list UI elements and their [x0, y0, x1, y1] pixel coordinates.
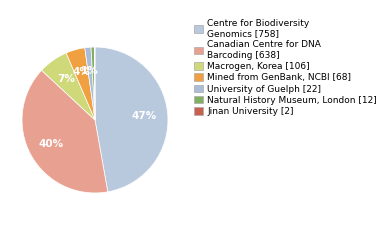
Wedge shape [95, 47, 168, 192]
Wedge shape [22, 70, 108, 193]
Text: 4%: 4% [73, 67, 90, 77]
Text: 1%: 1% [81, 66, 99, 76]
Wedge shape [91, 47, 95, 120]
Wedge shape [66, 48, 95, 120]
Wedge shape [94, 47, 95, 120]
Text: 7%: 7% [57, 74, 75, 84]
Wedge shape [41, 53, 95, 120]
Wedge shape [85, 47, 95, 120]
Text: 40%: 40% [39, 139, 64, 149]
Text: 47%: 47% [132, 111, 157, 121]
Legend: Centre for Biodiversity
Genomics [758], Canadian Centre for DNA
Barcoding [638],: Centre for Biodiversity Genomics [758], … [194, 19, 377, 116]
